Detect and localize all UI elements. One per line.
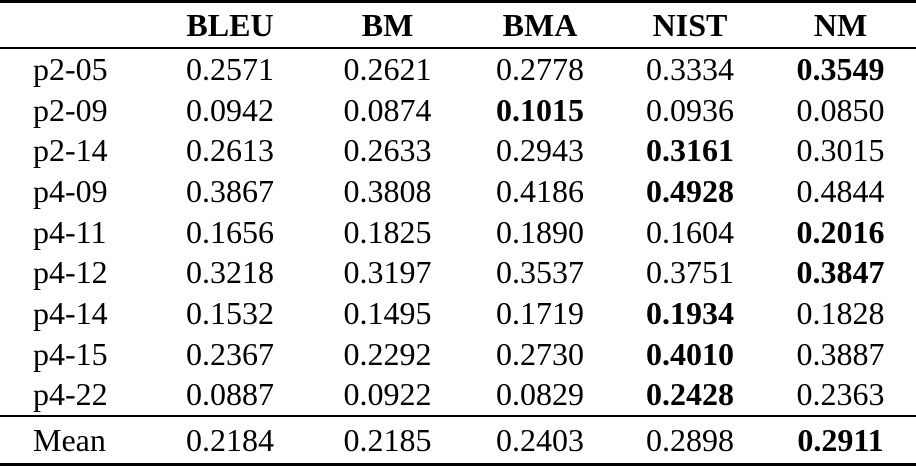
cell: 0.0922: [343, 376, 432, 413]
row-label: Mean: [33, 421, 106, 458]
cell: 0.3847: [796, 254, 885, 291]
table-row: p4-12 0.3218 0.3197 0.3537 0.3751 0.3847: [0, 252, 916, 293]
cell: 0.2613: [186, 132, 274, 169]
table-row: p4-15 0.2367 0.2292 0.2730 0.4010 0.3887: [0, 334, 916, 375]
cell: 0.2428: [646, 376, 734, 413]
cell: 0.0887: [186, 376, 274, 413]
cell: 0.1828: [796, 295, 885, 332]
table-row: p4-14 0.1532 0.1495 0.1719 0.1934 0.1828: [0, 293, 916, 334]
cell: 0.2621: [343, 51, 432, 88]
cell: 0.3887: [796, 335, 885, 372]
cell: 0.0874: [343, 91, 432, 128]
col-header-bma: BMA: [502, 6, 578, 43]
cell: 0.3867: [186, 173, 274, 210]
cell: 0.2367: [186, 335, 274, 372]
cell: 0.2403: [496, 421, 584, 458]
cell: 0.2633: [343, 132, 432, 169]
row-label: p2-05: [33, 51, 108, 88]
row-label: p4-09: [33, 173, 108, 210]
cell: 0.4010: [646, 335, 734, 372]
cell: 0.1656: [186, 213, 274, 250]
table-row: p2-14 0.2613 0.2633 0.2943 0.3161 0.3015: [0, 130, 916, 171]
cell: 0.0936: [646, 91, 734, 128]
cell: 0.4844: [796, 173, 885, 210]
cell: 0.3161: [646, 132, 734, 169]
row-label: p2-14: [33, 132, 108, 169]
cell: 0.1495: [343, 295, 432, 332]
cell: 0.2184: [186, 421, 274, 458]
cell: 0.3751: [646, 254, 734, 291]
cell: 0.3537: [496, 254, 584, 291]
row-label: p4-22: [33, 376, 108, 413]
cell: 0.3015: [796, 132, 885, 169]
cell: 0.1890: [496, 213, 584, 250]
cell: 0.1532: [186, 295, 274, 332]
table-row: p2-09 0.0942 0.0874 0.1015 0.0936 0.0850: [0, 90, 916, 131]
cell: 0.4186: [496, 173, 584, 210]
row-label: p4-14: [33, 295, 108, 332]
cell: 0.3218: [186, 254, 274, 291]
col-header-nist: NIST: [652, 6, 728, 43]
col-header-bm: BM: [361, 6, 414, 43]
cell: 0.2292: [343, 335, 432, 372]
cell: 0.3808: [343, 173, 432, 210]
col-header-bleu: BLEU: [186, 6, 274, 43]
cell: 0.2363: [796, 376, 885, 413]
row-label: p2-09: [33, 91, 108, 128]
col-header-nm: NM: [813, 6, 868, 43]
cell: 0.3197: [343, 254, 432, 291]
row-label: p4-11: [33, 213, 107, 250]
cell: 0.3334: [646, 51, 734, 88]
cell: 0.3549: [796, 51, 885, 88]
cell: 0.2730: [496, 335, 584, 372]
cell: 0.2911: [797, 421, 884, 458]
table-row: p4-09 0.3867 0.3808 0.4186 0.4928 0.4844: [0, 171, 916, 212]
table-row: p4-11 0.1656 0.1825 0.1890 0.1604 0.2016: [0, 212, 916, 253]
cell: 0.0850: [796, 91, 885, 128]
table-row: p4-22 0.0887 0.0922 0.0829 0.2428 0.2363: [0, 374, 916, 416]
cell: 0.1825: [343, 213, 432, 250]
cell: 0.0829: [496, 376, 584, 413]
cell: 0.2943: [496, 132, 584, 169]
header-row: BLEU BM BMA NIST NM: [0, 2, 916, 49]
cell: 0.2185: [343, 421, 432, 458]
cell: 0.2016: [796, 213, 885, 250]
cell: 0.4928: [646, 173, 734, 210]
cell: 0.2778: [496, 51, 584, 88]
table-row: p2-05 0.2571 0.2621 0.2778 0.3334 0.3549: [0, 48, 916, 90]
cell: 0.1934: [646, 295, 734, 332]
row-label: p4-12: [33, 254, 108, 291]
row-label: p4-15: [33, 335, 108, 372]
cell: 0.1719: [496, 295, 584, 332]
cell: 0.2571: [186, 51, 274, 88]
corner-cell: [0, 2, 150, 49]
mean-row: Mean 0.2184 0.2185 0.2403 0.2898 0.2911: [0, 416, 916, 465]
cell: 0.2898: [646, 421, 734, 458]
cell: 0.1604: [646, 213, 734, 250]
cell: 0.0942: [186, 91, 274, 128]
cell: 0.1015: [496, 91, 584, 128]
